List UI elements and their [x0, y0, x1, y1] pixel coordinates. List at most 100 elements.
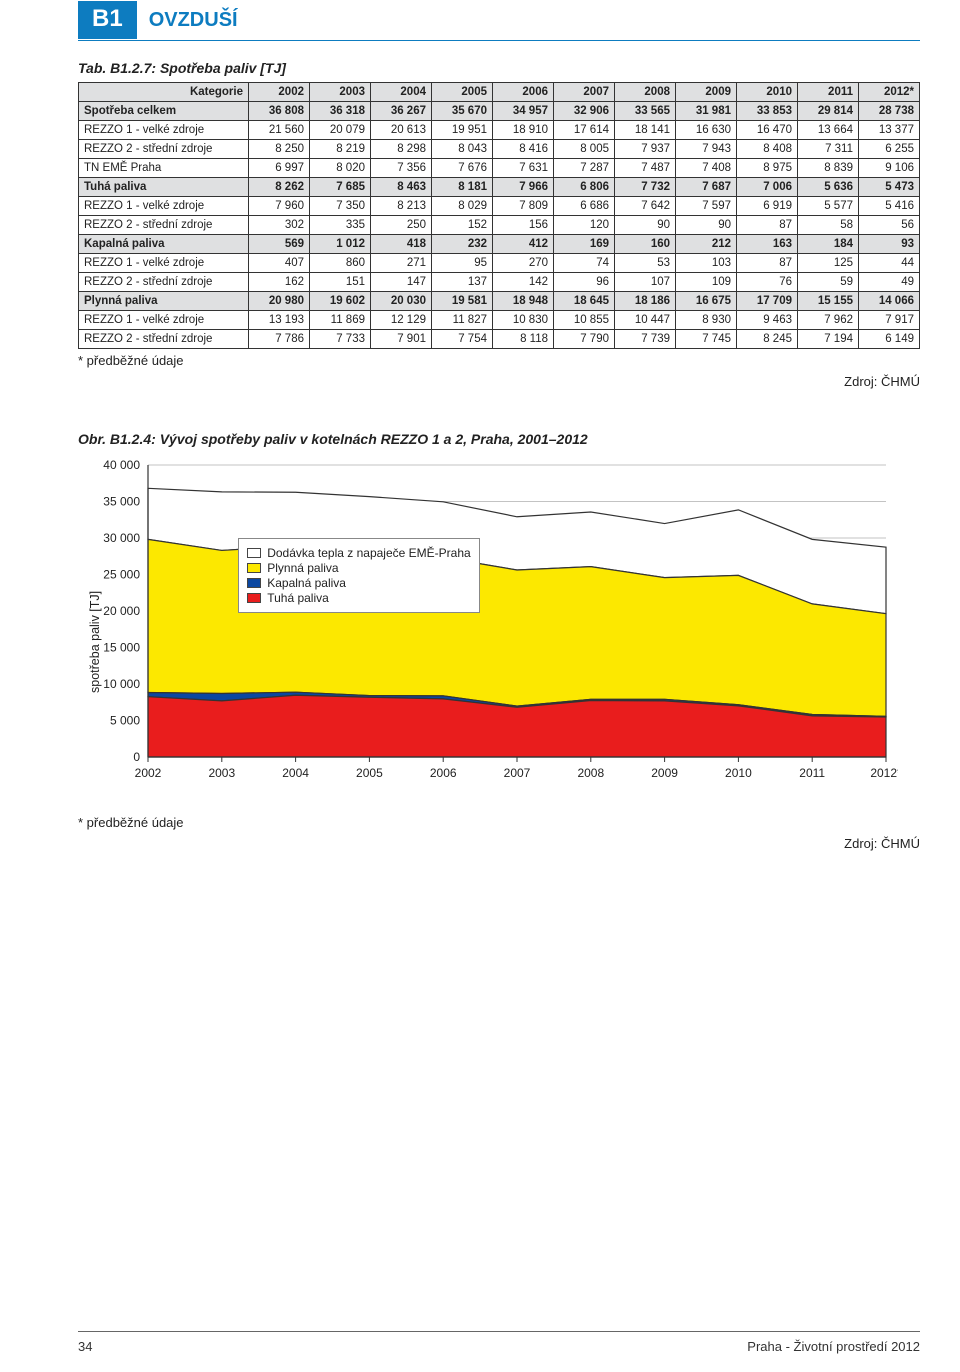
cell: 5 473	[859, 178, 920, 197]
cell: 10 830	[493, 311, 554, 330]
page-header: B1 OVZDUŠÍ	[78, 0, 920, 40]
chart-legend: Dodávka tepla z napaječe EMĚ-PrahaPlynná…	[238, 538, 479, 613]
cell: 7 745	[676, 330, 737, 349]
col-year: 2012*	[859, 83, 920, 102]
cell: 232	[432, 235, 493, 254]
cell: 8 839	[798, 159, 859, 178]
cell: 7 966	[493, 178, 554, 197]
cell: 87	[737, 254, 798, 273]
table-row: REZZO 2 - střední zdroje1621511471371429…	[79, 273, 920, 292]
row-category: Plynná paliva	[79, 292, 249, 311]
fuel-chart: 05 00010 00015 00020 00025 00030 00035 0…	[78, 455, 898, 785]
row-category: REZZO 2 - střední zdroje	[79, 330, 249, 349]
legend-item: Tuhá paliva	[247, 591, 470, 605]
cell: 137	[432, 273, 493, 292]
cell: 418	[371, 235, 432, 254]
svg-text:35 000: 35 000	[103, 495, 140, 509]
cell: 569	[249, 235, 310, 254]
cell: 212	[676, 235, 737, 254]
cell: 9 106	[859, 159, 920, 178]
svg-text:2006: 2006	[430, 766, 457, 780]
publication-title: Praha - Životní prostředí 2012	[747, 1339, 920, 1354]
cell: 7 408	[676, 159, 737, 178]
cell: 76	[737, 273, 798, 292]
cell: 7 754	[432, 330, 493, 349]
cell: 13 377	[859, 121, 920, 140]
cell: 120	[554, 216, 615, 235]
cell: 6 149	[859, 330, 920, 349]
cell: 21 560	[249, 121, 310, 140]
cell: 8 118	[493, 330, 554, 349]
table-row: REZZO 2 - střední zdroje8 2508 2198 2988…	[79, 140, 920, 159]
legend-swatch	[247, 548, 261, 558]
chart-source: Zdroj: ČHMÚ	[78, 836, 920, 851]
cell: 58	[798, 216, 859, 235]
legend-swatch	[247, 563, 261, 573]
cell: 8 463	[371, 178, 432, 197]
cell: 56	[859, 216, 920, 235]
cell: 36 318	[310, 102, 371, 121]
cell: 10 447	[615, 311, 676, 330]
cell: 250	[371, 216, 432, 235]
row-category: Kapalná paliva	[79, 235, 249, 254]
cell: 162	[249, 273, 310, 292]
col-year: 2011	[798, 83, 859, 102]
cell: 7 597	[676, 197, 737, 216]
legend-swatch	[247, 578, 261, 588]
cell: 14 066	[859, 292, 920, 311]
cell: 33 853	[737, 102, 798, 121]
cell: 13 193	[249, 311, 310, 330]
cell: 7 943	[676, 140, 737, 159]
chart-svg: 05 00010 00015 00020 00025 00030 00035 0…	[78, 455, 898, 785]
col-year: 2010	[737, 83, 798, 102]
row-category: Spotřeba celkem	[79, 102, 249, 121]
svg-text:10 000: 10 000	[103, 677, 140, 691]
cell: 125	[798, 254, 859, 273]
cell: 8 029	[432, 197, 493, 216]
cell: 29 814	[798, 102, 859, 121]
cell: 8 975	[737, 159, 798, 178]
cell: 160	[615, 235, 676, 254]
table-row: TN EMĚ Praha6 9978 0207 3567 6767 6317 2…	[79, 159, 920, 178]
page-footer: 34 Praha - Životní prostředí 2012	[78, 1339, 920, 1354]
cell: 12 129	[371, 311, 432, 330]
cell: 302	[249, 216, 310, 235]
cell: 49	[859, 273, 920, 292]
cell: 18 141	[615, 121, 676, 140]
cell: 19 602	[310, 292, 371, 311]
section-title: OVZDUŠÍ	[149, 9, 238, 32]
cell: 103	[676, 254, 737, 273]
cell: 7 631	[493, 159, 554, 178]
table-row: REZZO 1 - velké zdroje407860271952707453…	[79, 254, 920, 273]
cell: 7 739	[615, 330, 676, 349]
cell: 18 910	[493, 121, 554, 140]
cell: 10 855	[554, 311, 615, 330]
legend-item: Plynná paliva	[247, 561, 470, 575]
svg-text:2010: 2010	[725, 766, 752, 780]
cell: 335	[310, 216, 371, 235]
table-row: Kapalná paliva5691 012418232412169160212…	[79, 235, 920, 254]
col-year: 2009	[676, 83, 737, 102]
cell: 142	[493, 273, 554, 292]
col-year: 2006	[493, 83, 554, 102]
cell: 33 565	[615, 102, 676, 121]
svg-text:15 000: 15 000	[103, 641, 140, 655]
cell: 8 408	[737, 140, 798, 159]
svg-text:2008: 2008	[577, 766, 604, 780]
cell: 7 676	[432, 159, 493, 178]
col-year: 2005	[432, 83, 493, 102]
cell: 16 470	[737, 121, 798, 140]
cell: 7 732	[615, 178, 676, 197]
table-row: REZZO 1 - velké zdroje21 56020 07920 613…	[79, 121, 920, 140]
cell: 20 030	[371, 292, 432, 311]
cell: 13 664	[798, 121, 859, 140]
section-badge: B1	[78, 1, 137, 39]
cell: 19 951	[432, 121, 493, 140]
svg-text:2003: 2003	[208, 766, 235, 780]
legend-label: Kapalná paliva	[267, 576, 346, 590]
cell: 156	[493, 216, 554, 235]
cell: 8 245	[737, 330, 798, 349]
cell: 7 786	[249, 330, 310, 349]
col-year: 2002	[249, 83, 310, 102]
cell: 7 356	[371, 159, 432, 178]
